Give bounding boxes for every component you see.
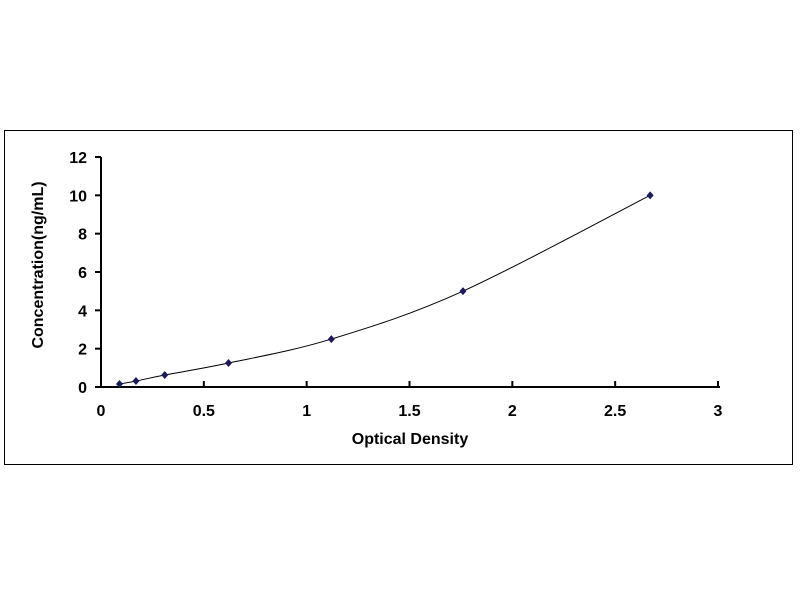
y-tick-label: 4 <box>78 303 87 320</box>
y-tick-label: 10 <box>69 188 87 205</box>
y-tick-label: 2 <box>78 342 87 359</box>
data-point <box>459 287 467 296</box>
y-tick-label: 6 <box>78 265 87 282</box>
chart-frame <box>4 130 793 465</box>
y-tick-label: 0 <box>78 380 87 397</box>
x-tick-label: 0.5 <box>193 403 215 420</box>
x-tick-label: 2.5 <box>604 403 626 420</box>
y-tick-label: 8 <box>78 227 87 244</box>
x-tick-label: 0 <box>97 403 106 420</box>
y-tick-label: 12 <box>69 150 87 167</box>
data-point <box>116 380 124 389</box>
x-tick-label: 1.5 <box>398 403 420 420</box>
x-tick-label: 2 <box>508 403 517 420</box>
x-tick-label: 1 <box>302 403 311 420</box>
y-axis-label: Concentration(ng/mL) <box>30 181 47 348</box>
data-point <box>646 191 654 200</box>
x-tick-label: 3 <box>714 403 723 420</box>
data-point <box>132 377 140 386</box>
x-axis-label: Optical Density <box>352 431 469 448</box>
data-point <box>161 371 169 380</box>
trend-curve <box>119 194 651 385</box>
data-point <box>225 359 233 368</box>
data-point <box>327 335 335 344</box>
